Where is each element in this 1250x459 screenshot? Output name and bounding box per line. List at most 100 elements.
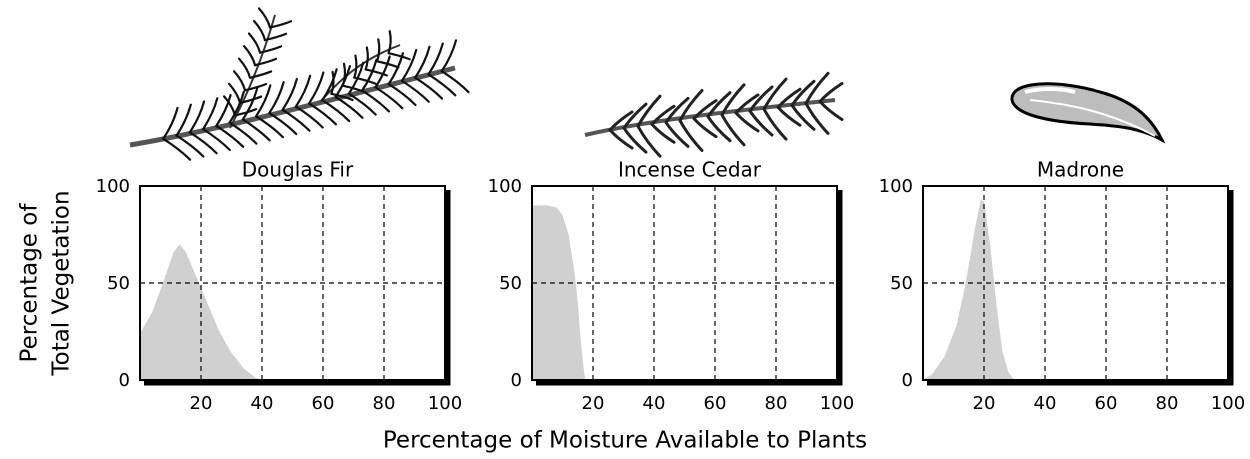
fir-needle [440, 70, 470, 94]
cedar-spray [734, 111, 760, 133]
fir-needle [201, 97, 219, 131]
x-tick-label: 80 [373, 393, 396, 414]
fir-needle [330, 92, 354, 102]
cedar-spray [804, 101, 830, 135]
panel: Douglas Fir 0 50 100 20 40 60 80 100 [96, 158, 463, 415]
fir-needle [361, 58, 378, 92]
fir-needle [232, 70, 247, 92]
fir-needle [347, 92, 377, 116]
cedar-spray [762, 77, 788, 111]
cedar-spray [818, 100, 844, 121]
fir-needle [233, 108, 258, 117]
fir-needle [188, 100, 206, 134]
cedar-spray [748, 109, 774, 137]
fir-needle [268, 111, 298, 136]
cedar-spray [608, 110, 634, 132]
cedar-spray [650, 122, 676, 144]
fir-needle [252, 19, 267, 42]
x-tick-label: 100 [820, 393, 854, 414]
cedar-spray [608, 128, 634, 150]
y-tick-label: 0 [511, 370, 522, 391]
cedar-spray [706, 91, 732, 119]
fir-needle [414, 76, 444, 100]
fir-needle [215, 124, 245, 148]
cedar-spray [622, 126, 648, 154]
area [532, 205, 586, 380]
fir-needle [353, 54, 358, 79]
fir-needle [281, 77, 298, 111]
fir-needle [268, 81, 285, 115]
frame-shadow [144, 190, 451, 386]
fir-needle [253, 57, 278, 67]
y-tick-label: 0 [119, 370, 130, 391]
fir-needle [376, 38, 381, 63]
fir-needle [263, 32, 288, 42]
leaf-vein [1029, 99, 1156, 137]
cedar-spray [706, 115, 732, 143]
fir-needle [427, 42, 444, 76]
cedar-spray [650, 104, 676, 126]
fir-needle [237, 57, 252, 79]
cedar-spray [678, 89, 704, 122]
leaf-highlight [1024, 87, 1076, 94]
fir-needle [440, 39, 458, 73]
fir-needle [427, 73, 457, 97]
fir-needle [257, 7, 272, 29]
plot-frame [139, 185, 446, 381]
x-tick-label: 60 [1095, 393, 1118, 414]
y-tick-label: 50 [107, 273, 130, 294]
fir-needle [201, 128, 231, 152]
panel: Madrone 0 50 100 20 40 60 80 100 [879, 158, 1246, 415]
area [923, 199, 1015, 380]
fir-needle [376, 60, 400, 69]
fir-needle [241, 87, 259, 121]
madrone-leaf [1010, 82, 1166, 144]
fir-needle [334, 64, 352, 99]
panel-title: Incense Cedar [618, 158, 762, 182]
fir-needle [321, 99, 351, 123]
fir-needle [243, 82, 268, 92]
fir-needle [258, 45, 283, 54]
fir-needle [222, 95, 237, 117]
x-tick-label: 20 [582, 393, 605, 414]
x-tick-label: 40 [1034, 393, 1057, 414]
fir-needle [294, 74, 312, 108]
fir-needle [387, 52, 411, 61]
y-tick-label: 50 [890, 273, 913, 294]
fir-needle [162, 106, 179, 140]
fir-needle [268, 20, 293, 29]
fir-needle [341, 84, 366, 93]
fir-needle [387, 82, 417, 107]
cedar-spray [720, 113, 746, 147]
fir-needle [374, 55, 391, 89]
cedar-spray [776, 105, 802, 127]
cedar-spray [692, 117, 718, 139]
cedar-spray [636, 124, 662, 158]
cedar-spray [804, 71, 830, 105]
y-tick-label: 100 [488, 176, 522, 197]
y-axis-label: Total Vegetation [49, 190, 75, 376]
y-tick-label: 100 [96, 176, 130, 197]
x-tick-label: 20 [973, 393, 996, 414]
fir-needle [330, 70, 335, 95]
fir-needle [414, 45, 431, 79]
fir-needle [341, 62, 347, 87]
x-tick-label: 100 [428, 393, 462, 414]
cedar-spray [664, 120, 690, 148]
x-tick-label: 100 [1211, 393, 1245, 414]
y-tick-label: 100 [879, 176, 913, 197]
cedar-spray [748, 85, 774, 113]
x-tick-label: 80 [1156, 393, 1179, 414]
fir-needle [162, 137, 192, 161]
cedar-spray [720, 83, 746, 117]
plot-frame [531, 185, 838, 381]
fir-needle [228, 121, 258, 145]
fir-needle [228, 90, 245, 124]
cedar-spray [636, 94, 662, 128]
cedar-spray [762, 107, 788, 141]
cedar-spray [818, 82, 844, 103]
fir-needle [248, 70, 273, 79]
fir-needle [387, 30, 392, 55]
fir-needle [308, 102, 338, 126]
